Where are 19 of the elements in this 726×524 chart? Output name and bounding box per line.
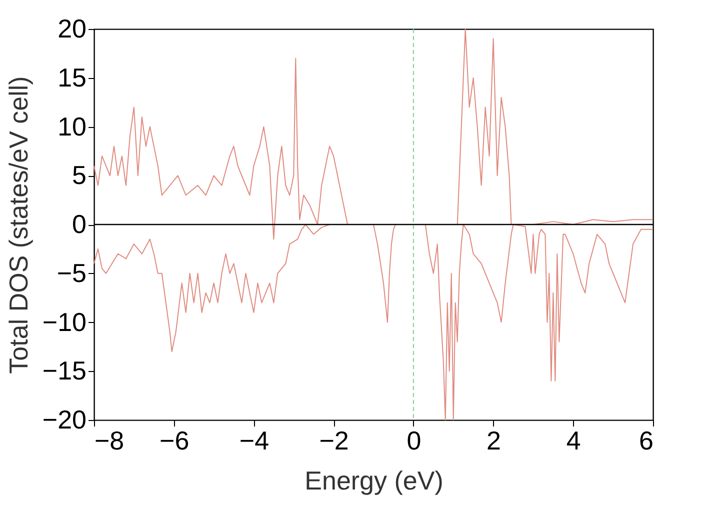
y-tick-label: 0 (72, 209, 86, 239)
x-tick-label: −6 (160, 426, 190, 456)
x-tick-label: 4 (566, 426, 581, 456)
x-tick-label: −8 (94, 426, 124, 456)
y-axis-title: Total DOS (states/eV cell) (3, 76, 34, 374)
x-tick-label: 6 (639, 426, 654, 456)
x-tick-label: 2 (486, 426, 502, 456)
y-tick-label: 15 (58, 62, 86, 92)
x-axis-title: Energy (eV) (304, 466, 444, 496)
x-tick-label: −4 (239, 426, 270, 456)
y-tick-label: 5 (72, 160, 86, 190)
x-tick-label: 0 (406, 426, 422, 456)
y-tick-label: −20 (42, 404, 86, 434)
y-tick-label: −10 (42, 306, 86, 337)
y-tick-label: 20 (58, 14, 86, 44)
y-tick-label: −15 (42, 356, 86, 386)
y-tick-label: −5 (56, 258, 86, 288)
y-tick-label: 10 (58, 111, 86, 142)
x-tick-label: −2 (319, 426, 349, 456)
